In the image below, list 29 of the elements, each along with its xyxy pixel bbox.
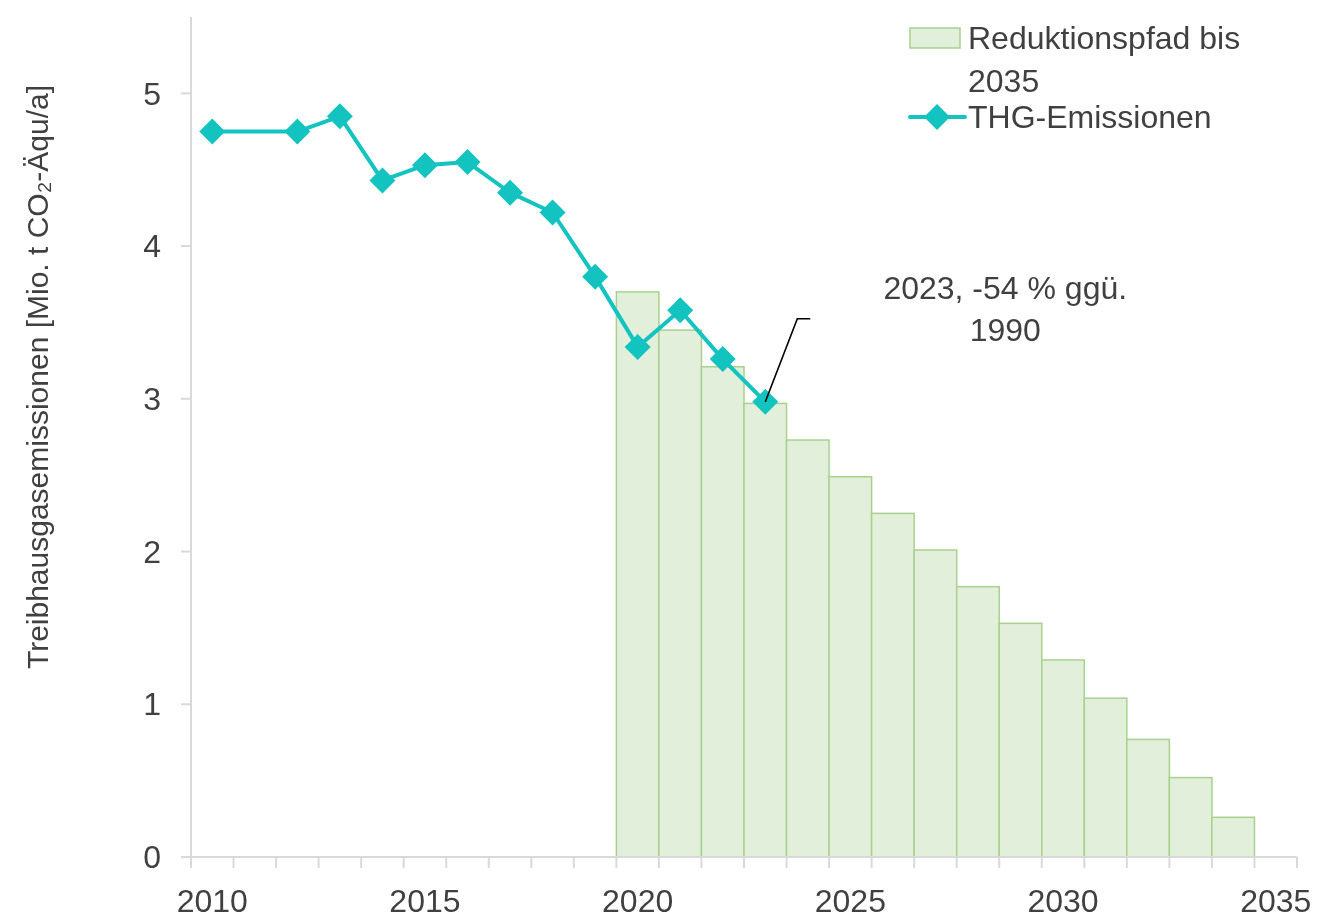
point — [199, 118, 226, 145]
x-tick-label: 2035 — [1240, 883, 1312, 917]
point — [582, 263, 609, 290]
point — [624, 333, 651, 360]
point — [709, 346, 736, 373]
y-tick-label: 2 — [143, 533, 161, 570]
y-tick-label: 5 — [143, 75, 161, 112]
y-tick-label: 3 — [143, 381, 161, 418]
y-tick-label: 4 — [143, 228, 161, 265]
legend-label: Reduktionspfad bis 2035 — [968, 20, 1241, 100]
point — [369, 167, 396, 194]
x-tick-label: 2020 — [602, 883, 674, 917]
point — [284, 118, 311, 145]
y-axis-title: Treibhausgasemissionen [Mio. t CO₂-Äqu/a] — [21, 84, 54, 670]
point — [454, 149, 481, 176]
y-tick-label: 0 — [143, 839, 161, 876]
point — [667, 297, 694, 324]
x-tick-label: 2010 — [176, 883, 248, 917]
point — [539, 199, 566, 226]
y-tick-label: 1 — [143, 686, 161, 723]
point — [411, 152, 438, 179]
point — [497, 179, 524, 206]
x-tick-label: 2015 — [389, 883, 461, 917]
point — [326, 103, 353, 130]
annotation: 2023, -54 % ggü. 1990 — [883, 269, 1128, 348]
point — [752, 388, 779, 415]
x-tick-label: 2030 — [1027, 883, 1099, 917]
x-tick-label: 2025 — [814, 883, 886, 917]
legend-label: THG-Emissionen — [968, 99, 1212, 136]
